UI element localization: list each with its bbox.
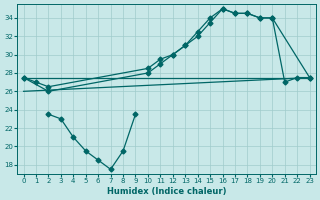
X-axis label: Humidex (Indice chaleur): Humidex (Indice chaleur)	[107, 187, 226, 196]
